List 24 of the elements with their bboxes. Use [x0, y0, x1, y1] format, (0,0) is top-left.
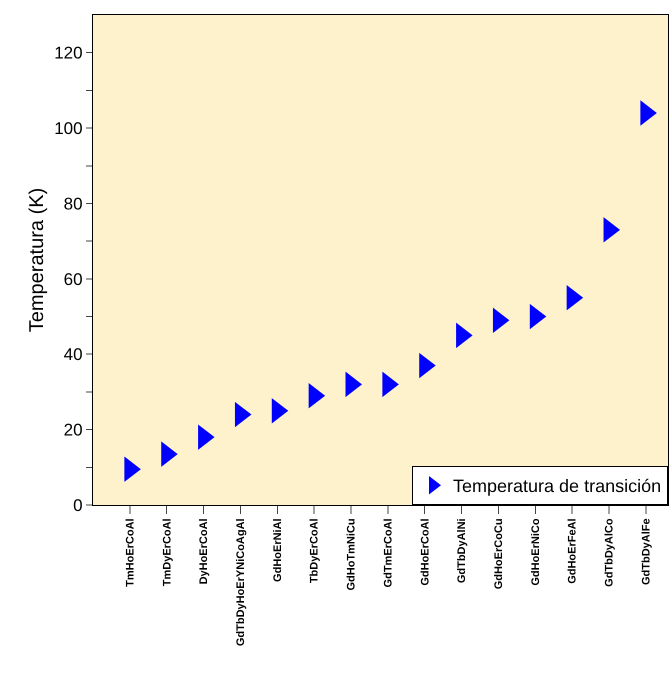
legend-label: Temperatura de transición [453, 476, 662, 496]
x-tick-label: DyHoErCoAl [198, 518, 210, 584]
x-tick-label: GdHoErNiCo [530, 518, 542, 586]
x-tick-label: GdTbDyHoErYNiCoAgAl [235, 518, 248, 646]
x-tick-label: GdHoErCoAl [419, 518, 432, 586]
x-tick-label: GdHoTmNiCu [346, 518, 358, 591]
x-tick-label: GdTbDyAlCo [604, 518, 616, 587]
y-tick-label: 80 [64, 194, 83, 214]
x-tick-label: GdTbDyAlFe [640, 518, 652, 586]
x-tick-label: TbDyErCoAl [308, 518, 321, 584]
x-tick-label: GdHoErNiAl [272, 518, 284, 582]
x-tick-label: GdTbDyAlNi [456, 518, 468, 584]
y-tick-label: 100 [54, 119, 83, 138]
y-axis-title: Temperatura (K) [26, 188, 48, 332]
y-tick-label: 20 [64, 420, 83, 440]
y-tick-label: 120 [54, 44, 83, 63]
x-tick-label: TmHoErCoAl [124, 518, 136, 587]
y-tick-label: 40 [64, 345, 83, 364]
x-tick-label: GdHoErCoCu [493, 518, 506, 590]
x-tick-label: TmDyErCoAl [161, 518, 174, 586]
x-tick-label: GdHoErFeAl [566, 518, 579, 584]
y-tick-label: 0 [73, 496, 83, 515]
x-tick-label: GdTmErCoAl [382, 518, 394, 588]
y-tick-label: 60 [64, 270, 83, 289]
